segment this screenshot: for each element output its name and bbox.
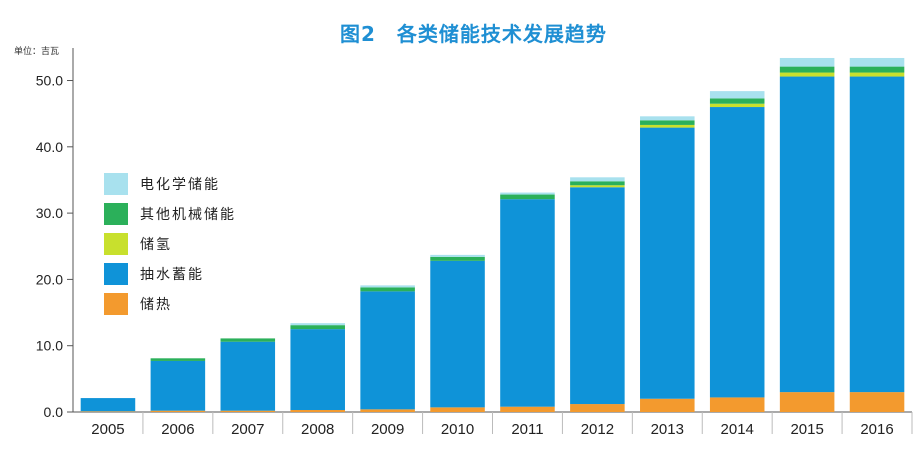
x-tick-label: 2008 bbox=[301, 421, 334, 438]
bar-segment bbox=[640, 398, 695, 412]
bar-segment bbox=[80, 411, 136, 412]
bar-segment bbox=[500, 199, 555, 407]
x-tick-label: 2013 bbox=[651, 421, 684, 438]
bar-segment bbox=[500, 192, 555, 195]
legend-swatch bbox=[104, 233, 128, 255]
bar-segment bbox=[500, 406, 555, 412]
bar-segment bbox=[849, 57, 905, 67]
bar-segment bbox=[150, 358, 206, 361]
bar-segment bbox=[290, 410, 345, 412]
y-tick-label: 50.0 bbox=[36, 73, 63, 89]
bar-segment bbox=[709, 91, 765, 99]
x-tick-label: 2011 bbox=[511, 421, 543, 438]
bar-segment bbox=[849, 392, 905, 412]
bar-segment bbox=[779, 66, 835, 73]
bar-segment bbox=[150, 360, 206, 411]
bar-segment bbox=[779, 72, 835, 77]
chart-title: 图2 各类储能技术发展趋势 bbox=[340, 22, 607, 46]
bar-segment bbox=[640, 127, 695, 399]
bar-segment bbox=[779, 57, 835, 67]
bar-segment bbox=[220, 341, 276, 411]
legend-item: 储热 bbox=[104, 292, 236, 316]
bar-segment bbox=[150, 410, 206, 412]
legend-item: 电化学储能 bbox=[104, 172, 236, 196]
bar-segment bbox=[640, 120, 695, 125]
bar-segment bbox=[570, 177, 625, 182]
bar-segment bbox=[570, 185, 625, 188]
x-tick-label: 2016 bbox=[860, 421, 893, 438]
x-tick-label: 2006 bbox=[161, 421, 194, 438]
legend-label: 储氢 bbox=[140, 237, 172, 253]
bar-segment bbox=[360, 291, 415, 410]
legend-item: 抽水蓄能 bbox=[104, 262, 236, 286]
bar-segment bbox=[290, 323, 345, 326]
bar-segment bbox=[849, 72, 905, 77]
bar-segment bbox=[709, 107, 765, 398]
bar-segment bbox=[709, 98, 765, 104]
bar-segment bbox=[290, 329, 345, 411]
bar-segment bbox=[360, 285, 415, 288]
unit-label: 单位：吉瓦 bbox=[14, 47, 60, 57]
bar-segment bbox=[640, 124, 695, 128]
legend-label: 抽水蓄能 bbox=[140, 267, 204, 283]
bar-segment bbox=[430, 256, 485, 261]
x-tick-label: 2005 bbox=[91, 421, 124, 438]
legend-swatch bbox=[104, 173, 128, 195]
bar-segment bbox=[849, 66, 905, 73]
legend-item: 储氢 bbox=[104, 232, 236, 256]
x-tick-label: 2010 bbox=[441, 421, 474, 438]
bar-segment bbox=[849, 76, 905, 393]
legend-label: 储热 bbox=[140, 297, 172, 313]
bar-segment bbox=[779, 76, 835, 393]
x-tick-label: 2015 bbox=[790, 421, 823, 438]
bar-segment bbox=[220, 410, 276, 412]
bar-segment bbox=[360, 409, 415, 412]
y-tick-label: 20.0 bbox=[36, 271, 63, 287]
legend-label: 电化学储能 bbox=[140, 177, 220, 193]
bar-segment bbox=[570, 187, 625, 405]
x-tick-label: 2012 bbox=[581, 421, 614, 438]
bar-segment bbox=[430, 260, 485, 408]
legend-swatch bbox=[104, 263, 128, 285]
y-tick-label: 10.0 bbox=[36, 338, 63, 354]
bar-segment bbox=[430, 254, 485, 257]
legend-swatch bbox=[104, 203, 128, 225]
x-tick-label: 2014 bbox=[721, 421, 754, 438]
bar-segment bbox=[430, 407, 485, 412]
bar-segment bbox=[709, 103, 765, 108]
legend-label: 其他机械储能 bbox=[140, 207, 236, 223]
legend-swatch bbox=[104, 293, 128, 315]
bar-segment bbox=[779, 392, 835, 412]
bar-segment bbox=[709, 397, 765, 412]
bar-segment bbox=[80, 398, 136, 412]
bar-segment bbox=[640, 116, 695, 121]
x-tick-label: 2009 bbox=[371, 421, 404, 438]
y-tick-label: 0.0 bbox=[44, 404, 64, 420]
bar-segment bbox=[570, 181, 625, 186]
legend: 电化学储能其他机械储能 储氢抽水蓄能储热 bbox=[104, 172, 236, 322]
legend-item: 其他机械储能 bbox=[104, 202, 236, 226]
bar-segment bbox=[500, 194, 555, 200]
x-tick-label: 2007 bbox=[231, 421, 264, 438]
bar-segment bbox=[570, 404, 625, 412]
y-tick-label: 30.0 bbox=[36, 205, 63, 221]
bar-segment bbox=[220, 338, 276, 342]
bar-segment bbox=[360, 287, 415, 292]
bar-segment bbox=[290, 325, 345, 330]
y-tick-label: 40.0 bbox=[36, 139, 63, 155]
